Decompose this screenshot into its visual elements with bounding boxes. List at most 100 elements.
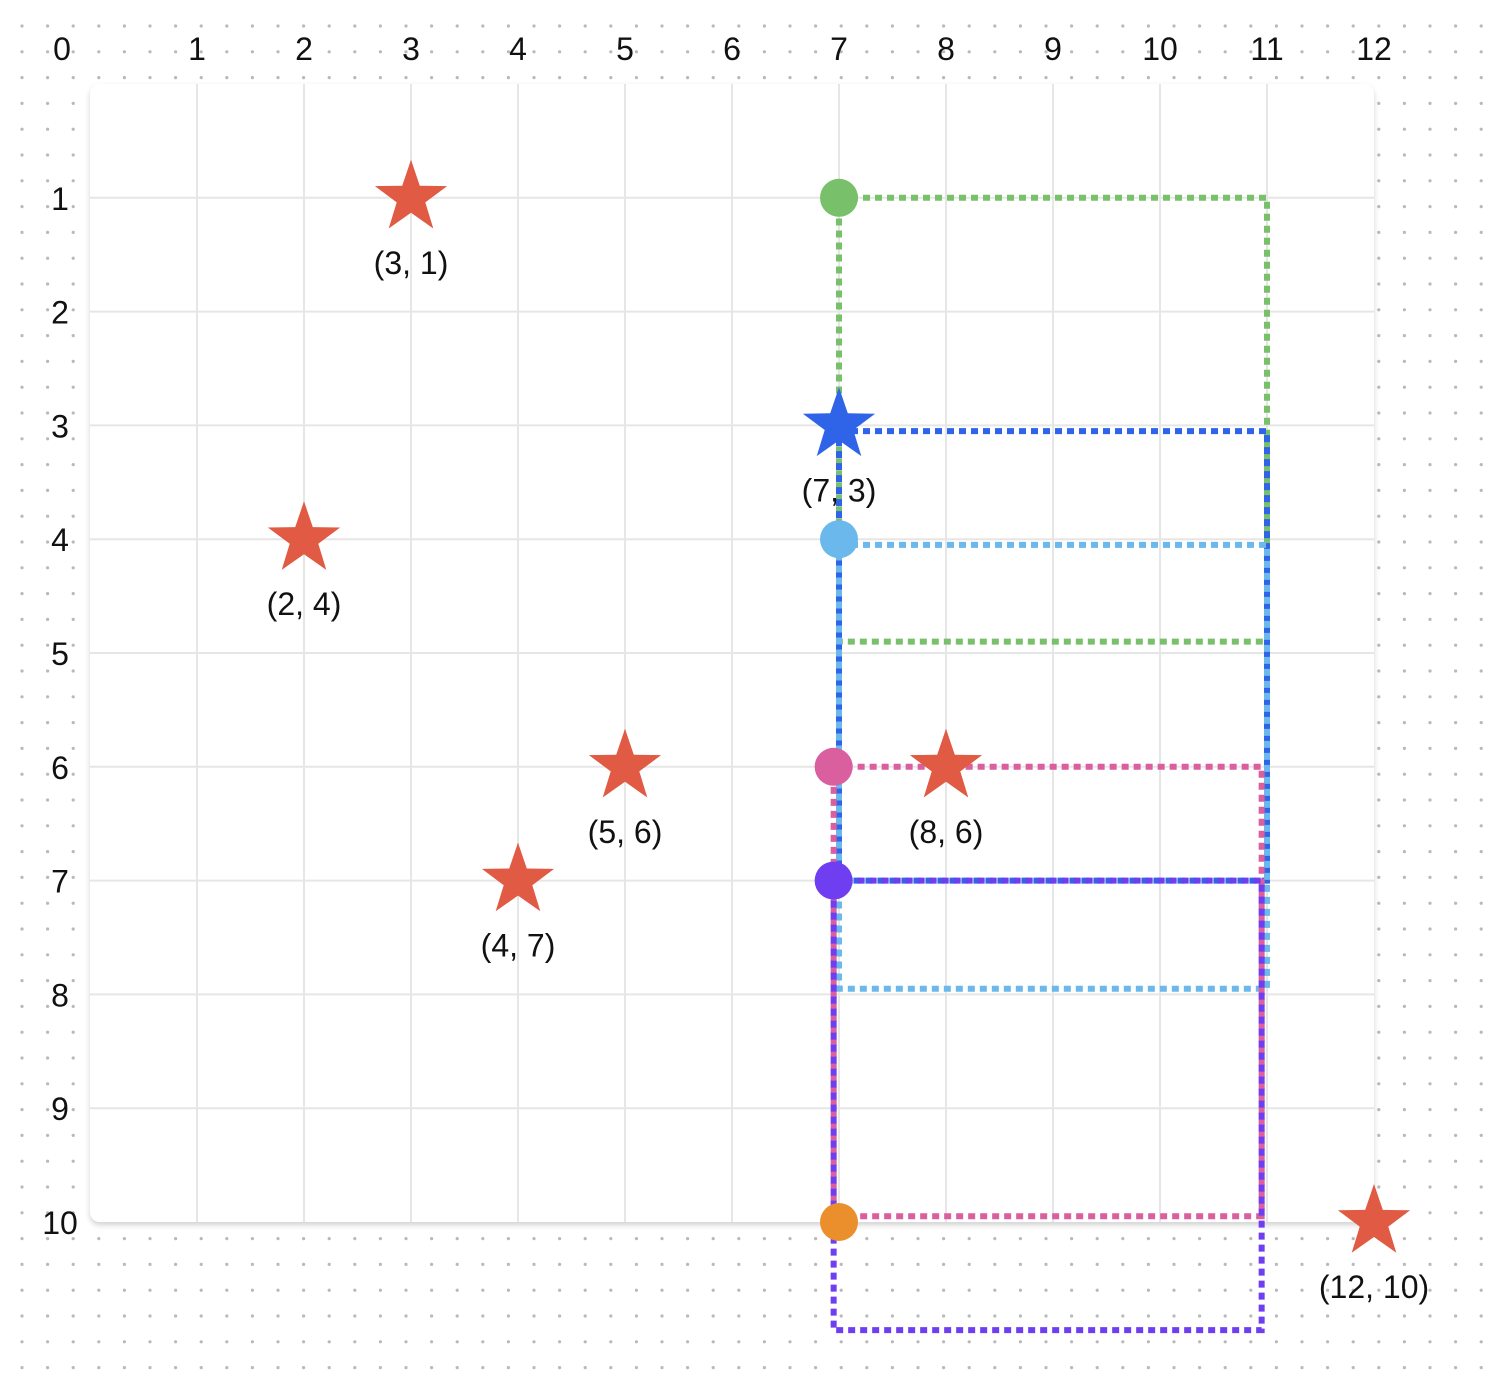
background-dot (455, 1366, 459, 1370)
background-dot (71, 746, 75, 751)
background-dot (327, 50, 331, 54)
background-dot (20, 927, 24, 931)
background-dot (20, 746, 24, 751)
background-dot (1428, 179, 1432, 183)
background-dot (1402, 1159, 1406, 1163)
background-dot (583, 1314, 587, 1318)
background-dot (1428, 875, 1432, 880)
background-dot (711, 1366, 715, 1370)
background-dot (1351, 1366, 1355, 1370)
background-dot (1018, 1314, 1023, 1318)
background-dot (1402, 850, 1406, 854)
background-dot (71, 721, 75, 725)
background-dot (1377, 721, 1381, 725)
background-dot (46, 979, 50, 983)
background-dot (1479, 669, 1483, 673)
background-dot (46, 592, 50, 596)
background-dot (276, 24, 280, 28)
background-dot (1479, 979, 1483, 983)
background-dot (1402, 566, 1406, 570)
background-dot (942, 24, 946, 28)
background-dot (916, 50, 920, 54)
background-dot (1479, 1340, 1483, 1344)
background-dot (46, 953, 50, 957)
background-dot (122, 76, 126, 80)
background-dot (1479, 230, 1483, 234)
background-dot (71, 101, 75, 105)
background-dot (916, 1237, 920, 1241)
background-dot (890, 76, 895, 80)
background-dot (558, 1288, 562, 1292)
background-dot (1326, 76, 1330, 80)
background-dot (71, 1262, 75, 1266)
background-dot (46, 334, 50, 338)
background-dot (46, 1288, 50, 1292)
background-dot (788, 1314, 792, 1318)
background-dot (609, 50, 613, 54)
background-dot (1402, 617, 1406, 622)
background-dot (609, 76, 613, 80)
background-dot (1454, 1288, 1458, 1292)
background-dot (353, 1288, 357, 1292)
background-dot (1454, 540, 1458, 544)
background-dot (583, 1288, 587, 1292)
background-dot (993, 1237, 997, 1241)
background-dot (1454, 50, 1458, 54)
star-coordinate-label: (2, 4) (267, 586, 342, 622)
background-dot (1326, 1262, 1330, 1266)
background-dot (1402, 1237, 1406, 1241)
background-dot (865, 1366, 869, 1370)
background-dot (1479, 1082, 1483, 1086)
background-dot (225, 1366, 229, 1370)
background-dot (942, 1366, 946, 1370)
background-dot (1249, 1262, 1253, 1266)
background-dot (1454, 385, 1458, 389)
background-dot (378, 1366, 382, 1370)
background-dot (148, 1366, 152, 1370)
background-dot (327, 1314, 331, 1318)
background-dot (1479, 721, 1483, 725)
light-blue-rectangle (836, 541, 1270, 992)
background-dot (993, 24, 997, 28)
background-dot (71, 643, 75, 647)
background-dot (1402, 179, 1406, 183)
orange-circle (820, 1203, 858, 1241)
background-dot (20, 1237, 24, 1241)
background-dot (378, 1288, 382, 1292)
background-dot (1377, 798, 1381, 802)
background-dot (1454, 1340, 1458, 1344)
background-dot (1479, 643, 1483, 647)
background-dot (993, 76, 997, 80)
background-dot (942, 76, 946, 80)
background-dot (1146, 1262, 1150, 1266)
background-dot (46, 385, 50, 389)
background-dot (916, 24, 920, 28)
background-dot (1454, 179, 1458, 183)
background-dot (1402, 1262, 1406, 1266)
background-dot (1428, 850, 1432, 854)
background-dot (788, 76, 792, 80)
background-dot (1146, 1237, 1150, 1241)
background-dot (250, 1237, 254, 1241)
background-dot (1018, 1237, 1023, 1241)
background-dot (583, 76, 587, 80)
background-dot (481, 1366, 485, 1370)
star-marker (374, 159, 448, 229)
background-dot (506, 76, 510, 80)
background-dot (686, 24, 690, 28)
background-dot (558, 50, 562, 54)
background-dot (276, 1262, 280, 1266)
background-dot (967, 1314, 971, 1318)
background-dot (1300, 1366, 1304, 1370)
background-dot (1454, 927, 1458, 931)
background-dot (1377, 1133, 1381, 1137)
background-dot (1044, 1340, 1048, 1344)
background-dot (737, 24, 741, 28)
background-dot (71, 153, 75, 157)
background-dot (1428, 566, 1432, 570)
background-dot (993, 1288, 997, 1292)
background-dot (1428, 953, 1432, 957)
background-dot (1454, 256, 1458, 260)
background-dot (660, 1288, 664, 1292)
background-dot (686, 1262, 690, 1266)
